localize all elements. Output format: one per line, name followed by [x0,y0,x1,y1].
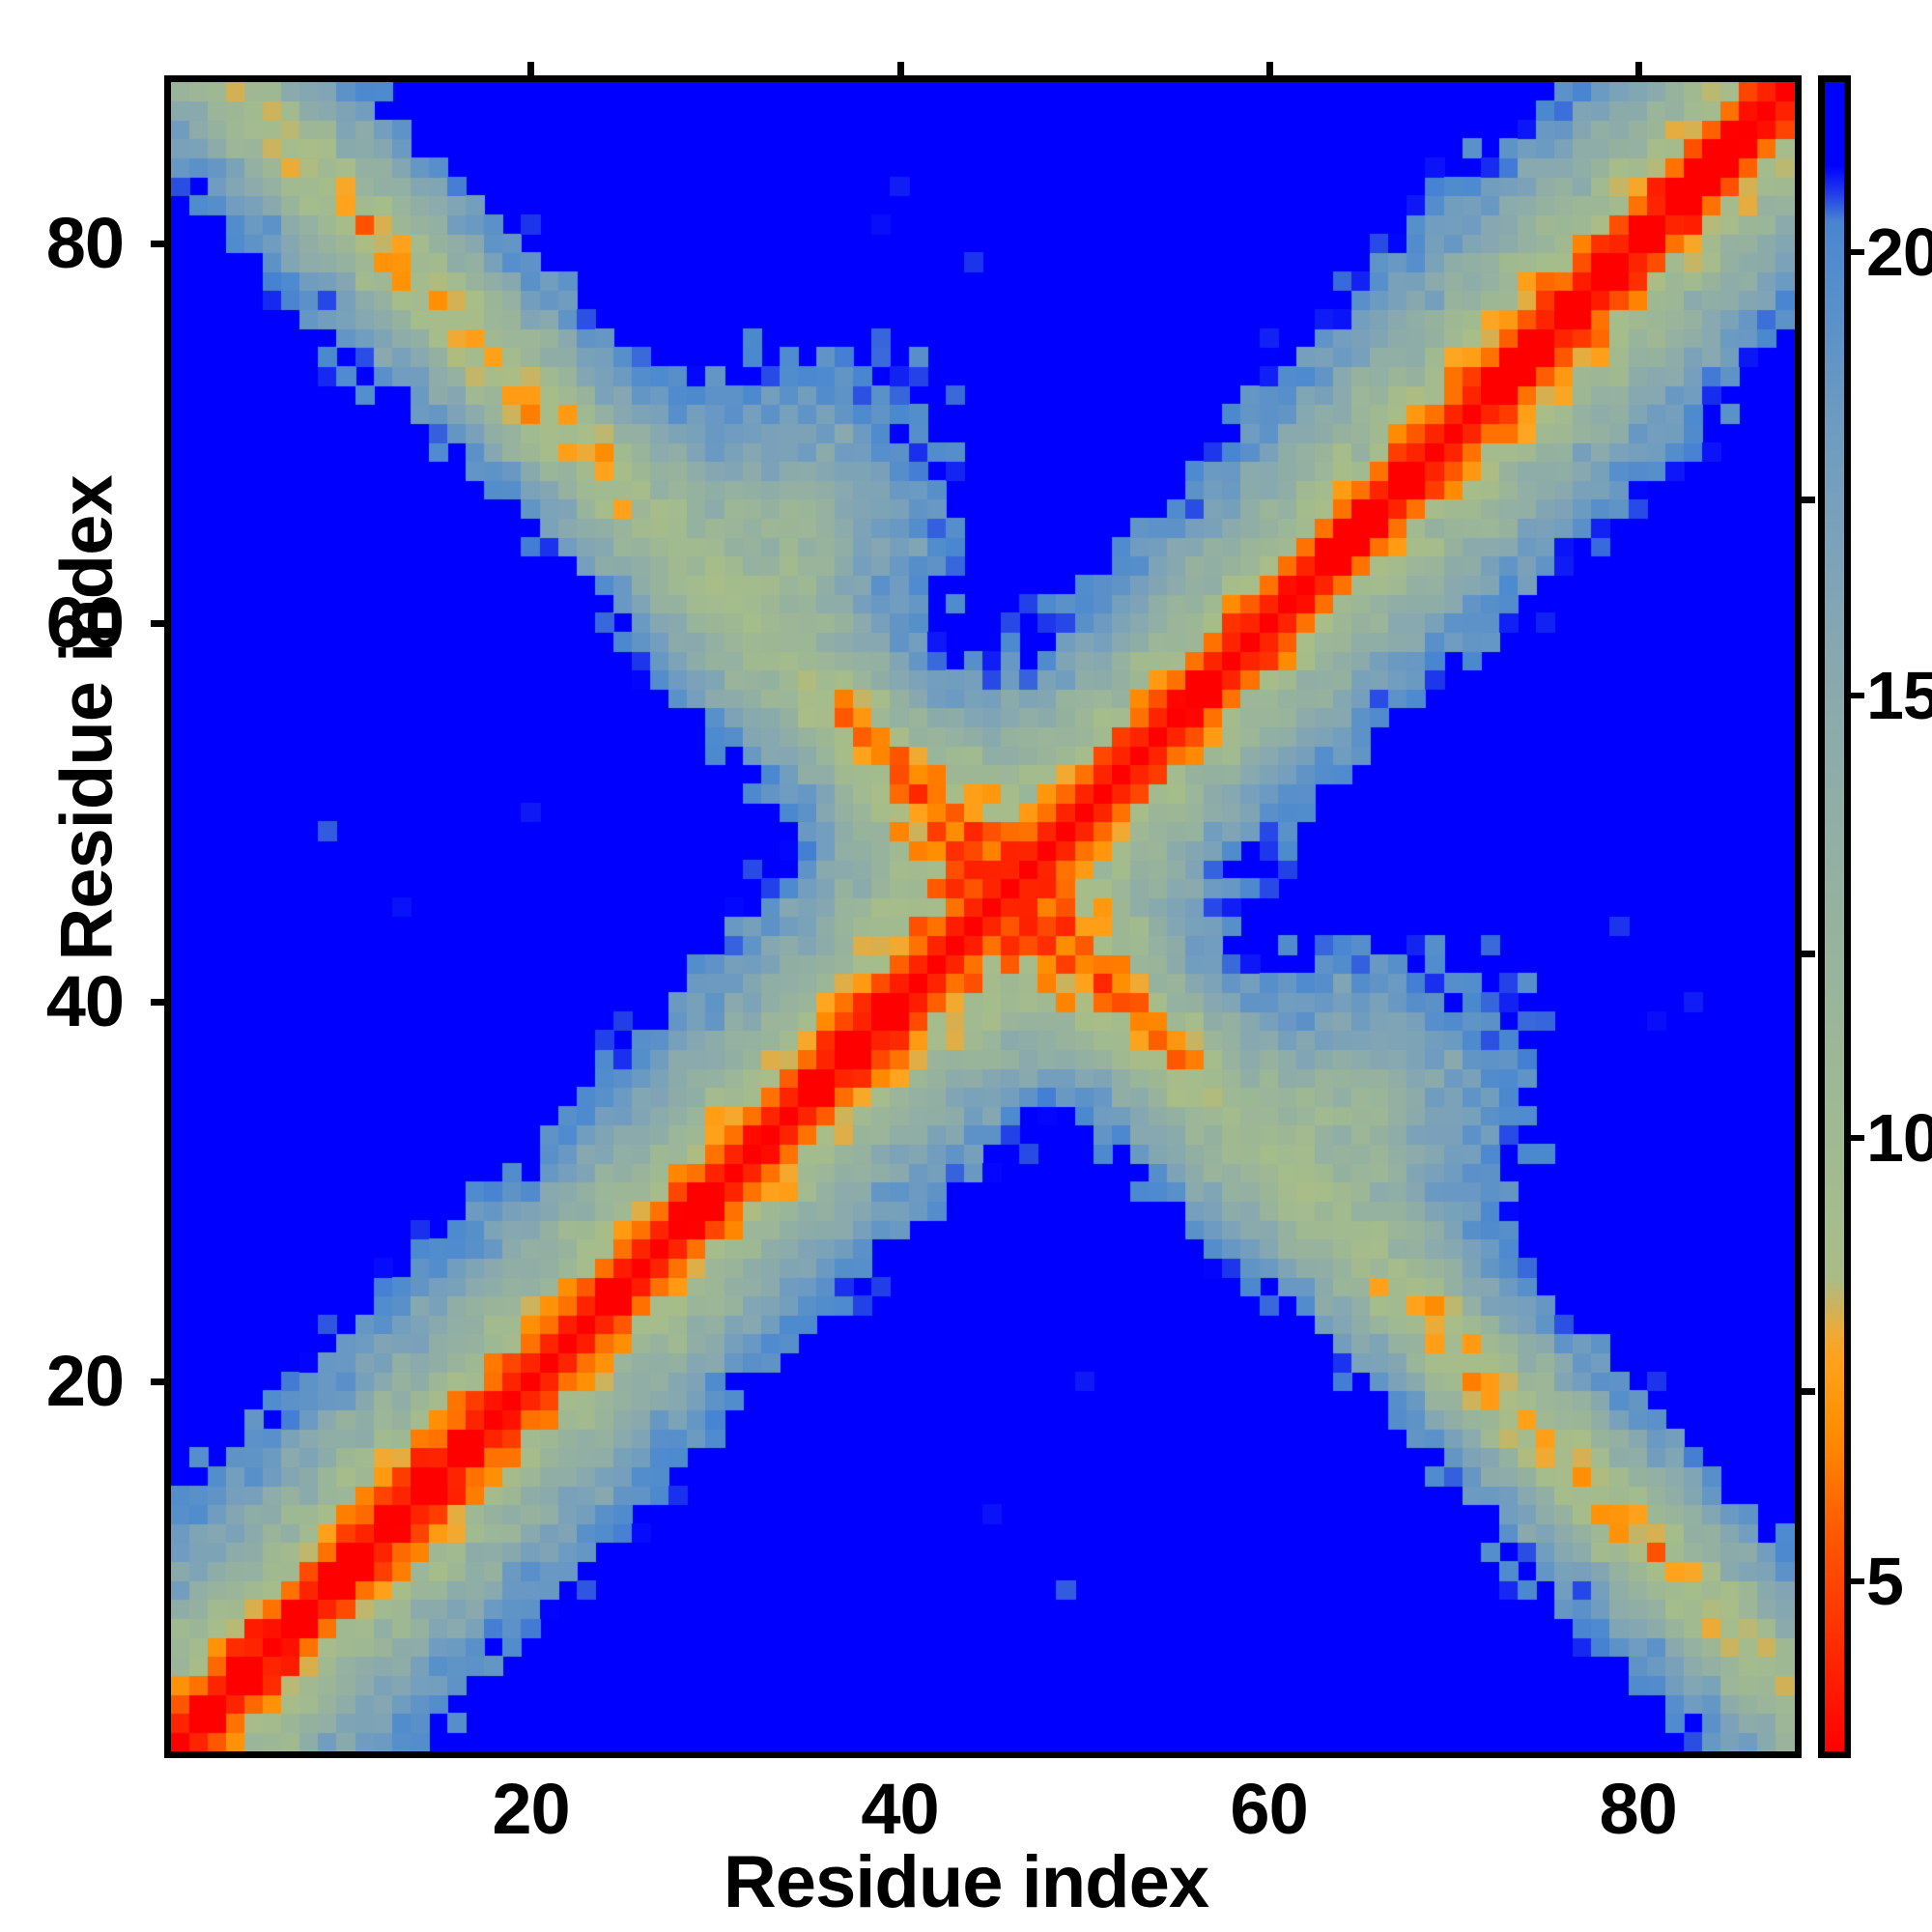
x-tick-label-20: 20 [492,1769,570,1849]
colorbar-tick-label-20: 20 [1866,214,1932,291]
plot-right-tick-1 [1796,950,1815,957]
x-tick-label-60: 60 [1230,1769,1308,1849]
x-tick-mark-top-80 [1634,62,1642,81]
y-tick-label-80: 80 [45,202,125,283]
colorbar [1818,75,1851,1758]
y-tick-label-20: 20 [45,1341,125,1422]
y-tick-label-60: 60 [45,582,125,663]
heatmap-plot-area [164,75,1802,1758]
x-tick-mark-top-20 [527,62,535,81]
colorbar-tick-mark-20 [1851,249,1864,256]
y-axis-title-wrapper: Residue index [45,284,129,1153]
x-tick-mark-top-40 [896,62,904,81]
x-tick-mark-top-60 [1265,62,1273,81]
colorbar-tick-label-15: 15 [1866,657,1932,733]
plot-right-tick-2 [1796,1387,1815,1395]
heatmap-canvas [171,82,1795,1751]
y-tick-mark-20 [151,1378,170,1386]
colorbar-tick-label-10: 10 [1866,1100,1932,1177]
colorbar-tick-mark-15 [1851,692,1864,698]
colorbar-tick-mark-10 [1851,1135,1864,1142]
y-tick-mark-80 [151,240,170,247]
y-tick-mark-40 [151,999,170,1007]
colorbar-tick-mark-5 [1851,1577,1864,1584]
x-axis-title: Residue index [723,1841,1209,1923]
x-tick-label-40: 40 [861,1769,939,1849]
colorbar-gradient [1825,82,1844,1751]
x-tick-label-80: 80 [1599,1769,1677,1849]
plot-right-tick-0 [1796,496,1815,503]
y-tick-mark-60 [151,619,170,627]
colorbar-tick-label-5: 5 [1866,1543,1904,1619]
y-axis-title: Residue index [45,475,128,961]
y-tick-label-40: 40 [45,961,125,1042]
